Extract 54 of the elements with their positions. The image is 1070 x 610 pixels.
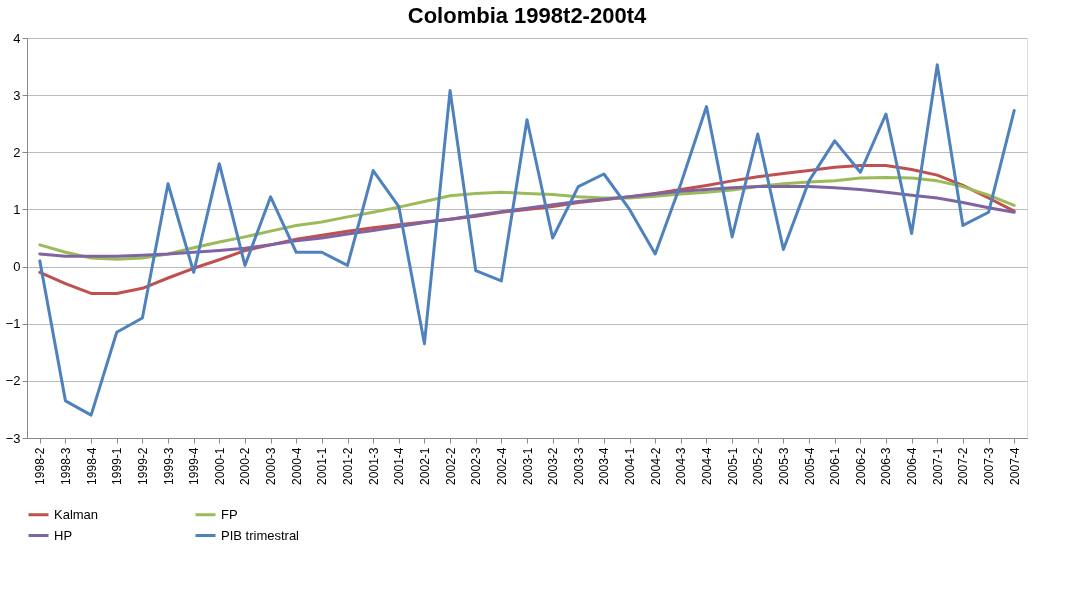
- x-tick-label: 2004-2: [648, 447, 663, 485]
- y-tick-label: 3: [13, 87, 21, 103]
- x-tick-label: 2000-4: [289, 447, 304, 485]
- x-tick-label: 2001-2: [341, 447, 356, 485]
- y-tick-label: 1: [13, 201, 21, 217]
- x-tick-label: 1999-1: [110, 447, 125, 485]
- y-tick-label: −2: [5, 373, 21, 389]
- x-tick-label: 2002-1: [417, 447, 432, 485]
- x-tick-label: 2007-3: [982, 447, 997, 485]
- x-tick-label: 2002-4: [494, 447, 509, 485]
- x-tick-label: 2004-1: [623, 447, 638, 485]
- x-tick-label: 2006-2: [853, 447, 868, 485]
- y-tick-label: −3: [5, 430, 21, 446]
- x-tick-label: 1998-3: [58, 447, 73, 485]
- x-tick-label: 2003-2: [546, 447, 561, 485]
- legend-label: FP: [221, 506, 238, 522]
- x-tick-label: 2002-3: [469, 447, 484, 485]
- x-tick-label: 2002-2: [443, 447, 458, 485]
- x-tick-label: 2003-4: [597, 447, 612, 485]
- x-tick-label: 2007-4: [1007, 447, 1022, 485]
- x-tick-label: 2001-3: [366, 447, 381, 485]
- x-tick-label: 2000-1: [212, 447, 227, 485]
- x-tick-label: 2005-1: [725, 447, 740, 485]
- x-tick-label: 2005-2: [751, 447, 766, 485]
- x-tick-label: 2004-3: [674, 447, 689, 485]
- legend-label: Kalman: [54, 506, 99, 522]
- x-tick-label: 2003-1: [520, 447, 535, 485]
- x-tick-label: 2001-4: [392, 447, 407, 485]
- x-tick-label: 2000-2: [238, 447, 253, 485]
- y-tick-label: 4: [13, 30, 21, 46]
- x-tick-label: 1999-2: [135, 447, 150, 485]
- chart-title: Colombia 1998t2-200t4: [407, 3, 647, 28]
- x-tick-label: 2005-4: [802, 447, 817, 485]
- x-tick-label: 2006-3: [879, 447, 894, 485]
- x-tick-label: 2006-1: [828, 447, 843, 485]
- line-series: [38, 63, 1016, 417]
- x-tick-label: 1998-2: [33, 447, 48, 485]
- x-tick-label: 2007-2: [956, 447, 971, 485]
- x-tick-label: 2004-4: [699, 447, 714, 485]
- y-tick-label: −1: [5, 316, 21, 332]
- x-tick-label: 2007-1: [930, 447, 945, 485]
- legend-label: PIB trimestral: [221, 527, 300, 543]
- legend-label: HP: [54, 527, 73, 543]
- x-tick-label: 1999-4: [187, 447, 202, 485]
- x-tick-label: 2003-3: [571, 447, 586, 485]
- x-tick-label: 2005-3: [776, 447, 791, 485]
- x-tick-label: 2001-1: [315, 447, 330, 485]
- x-tick-label: 1998-4: [84, 447, 99, 485]
- x-tick-label: 2000-3: [264, 447, 279, 485]
- line-series: [38, 185, 1016, 258]
- y-tick-label: 2: [13, 144, 21, 160]
- y-tick-label: 0: [13, 259, 21, 275]
- x-tick-label: 2006-4: [905, 447, 920, 485]
- x-tick-label: 1999-3: [161, 447, 176, 485]
